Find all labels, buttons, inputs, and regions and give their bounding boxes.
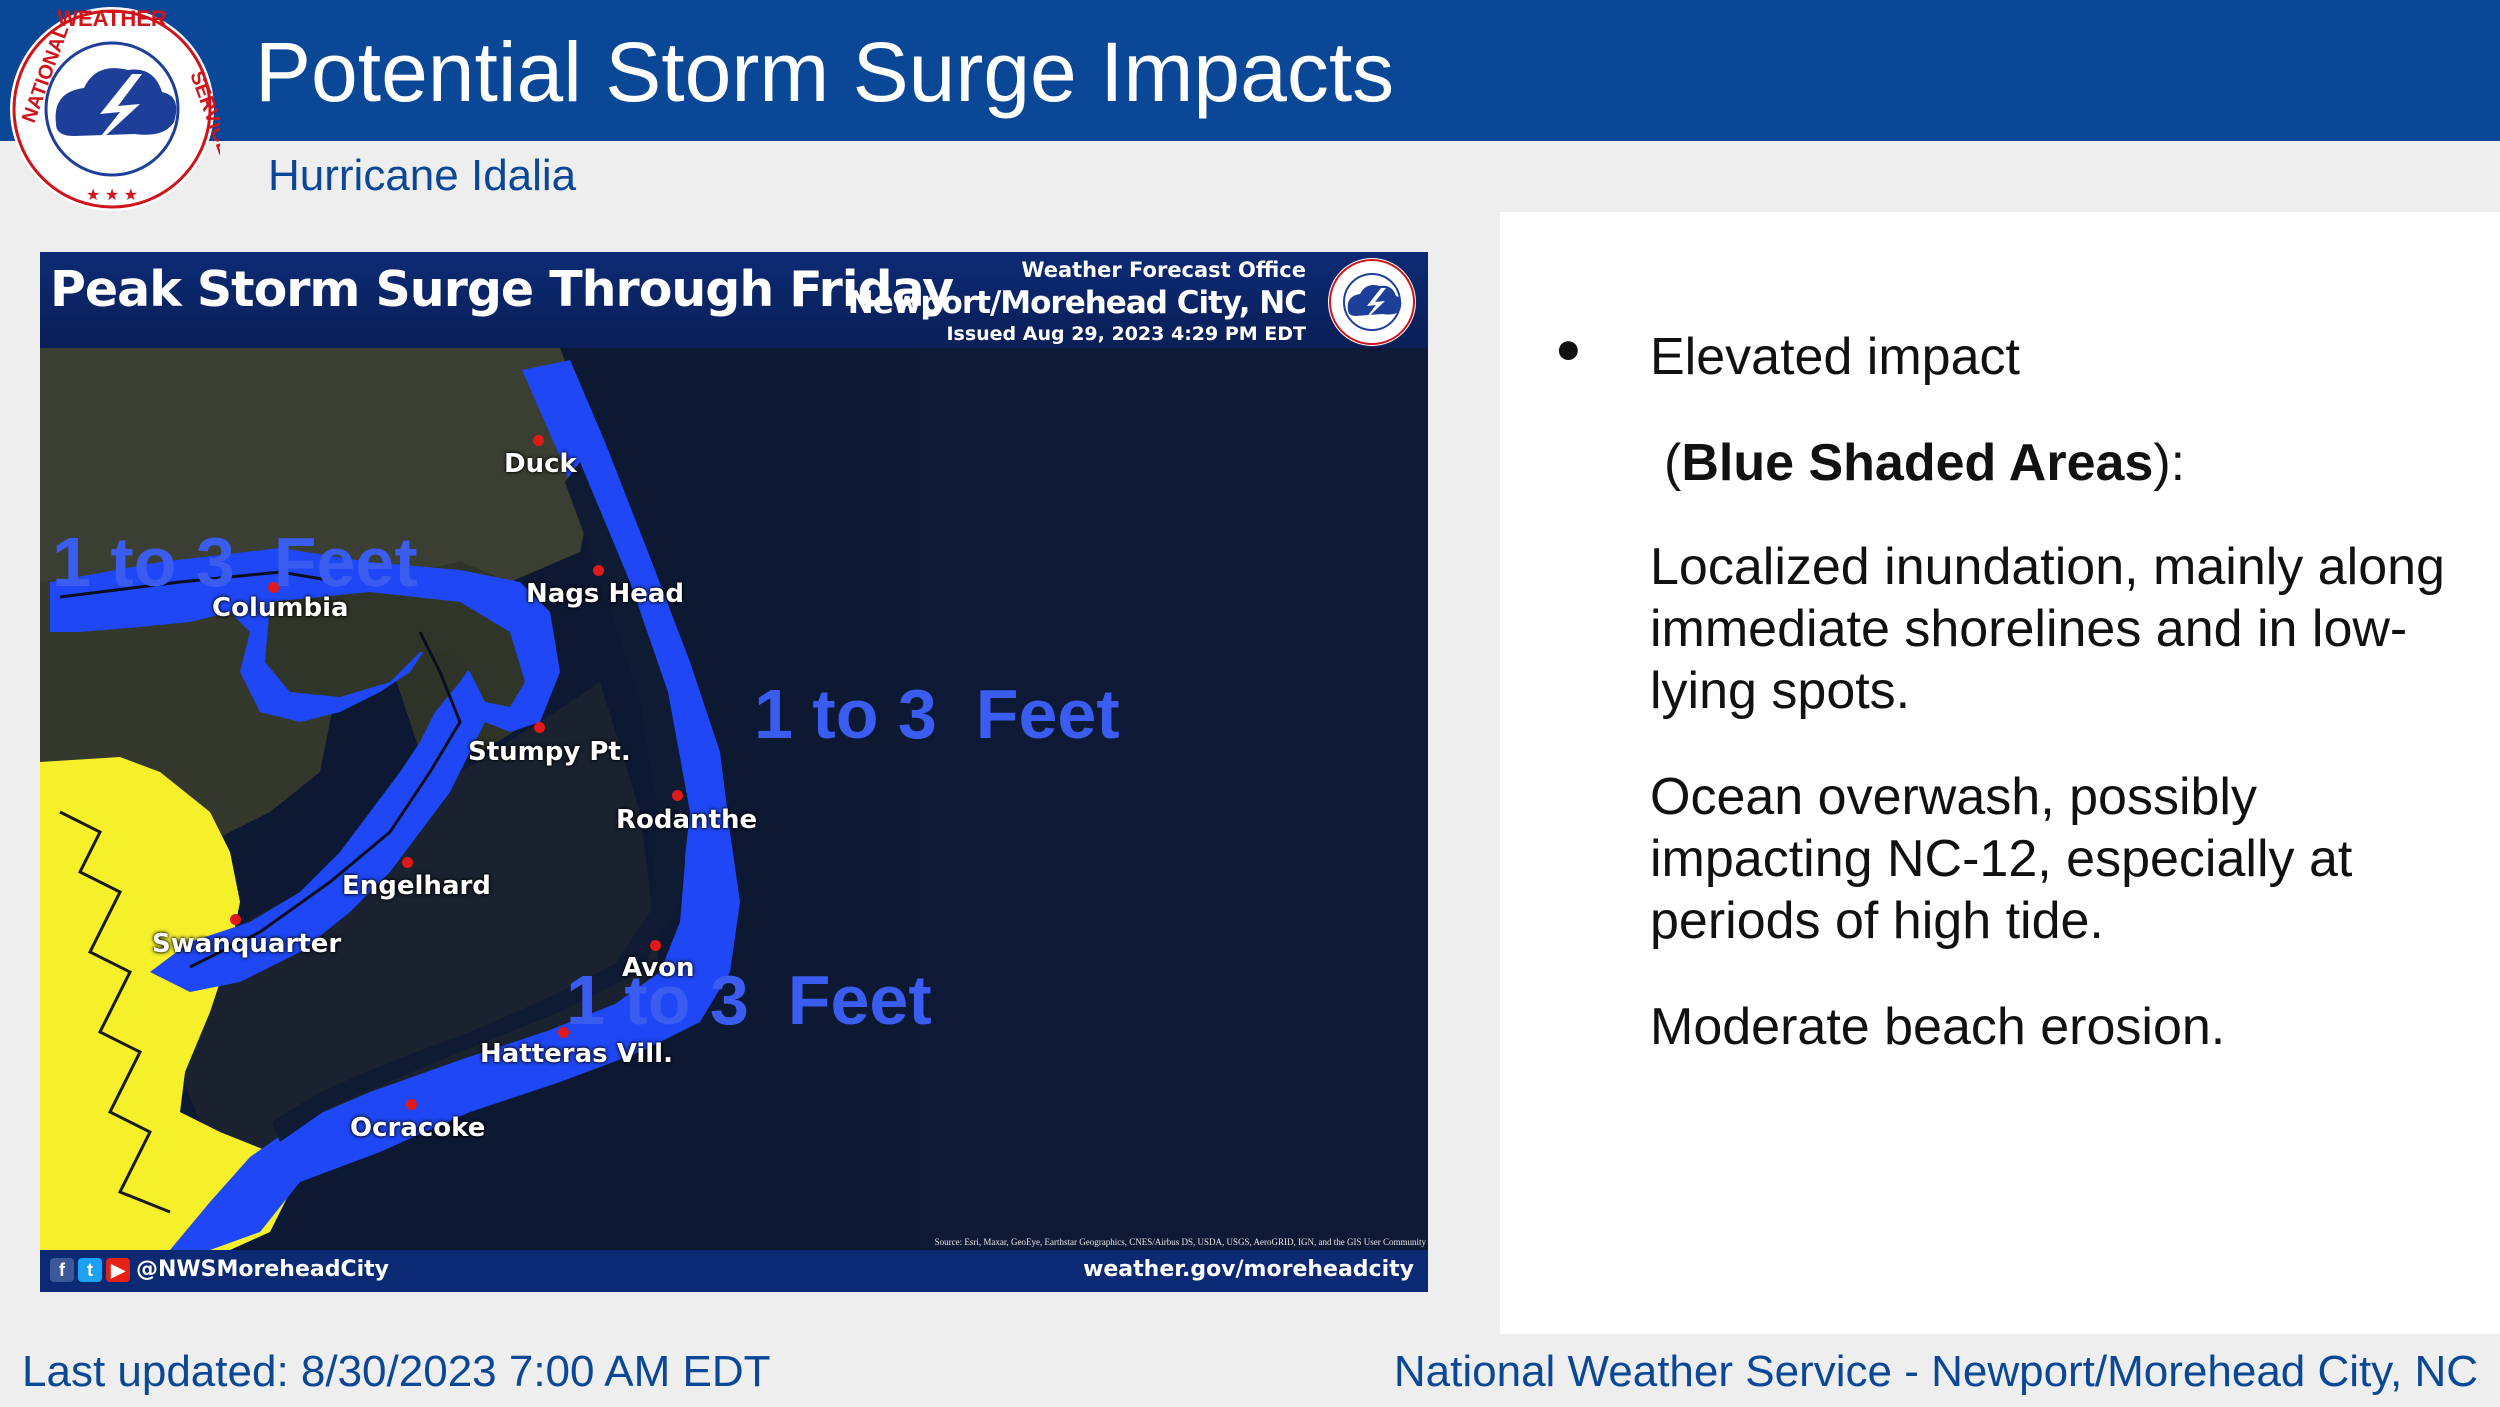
svg-text:WEATHER: WEATHER — [57, 6, 167, 31]
city-dot-nags-head — [593, 565, 604, 576]
city-label-stumpy-pt: Stumpy Pt. — [468, 737, 631, 767]
city-dot-duck — [533, 435, 544, 446]
website-link[interactable]: weather.gov/moreheadcity — [1083, 1257, 1414, 1282]
impact-item-inundation: Localized inundation, mainly along immed… — [1650, 538, 2445, 720]
city-label-duck: Duck — [504, 449, 577, 479]
page-subtitle: Hurricane Idalia — [268, 151, 577, 200]
city-label-hatteras: Hatteras Vill. — [480, 1039, 673, 1069]
city-label-nags-head: Nags Head — [526, 579, 684, 609]
header-bar — [0, 0, 2500, 141]
storm-surge-map: Peak Storm Surge Through Friday Weather … — [40, 252, 1428, 1292]
map-header — [40, 252, 1428, 348]
twitter-icon[interactable]: t — [78, 1258, 102, 1282]
impacts-panel — [1500, 212, 2500, 1334]
surge-label-ocean: 1 to 3 Feet — [754, 675, 1120, 753]
svg-text:★ ★ ★: ★ ★ ★ — [86, 187, 138, 204]
surge-label-sound: 1 to 3 Feet — [52, 523, 418, 601]
map-footer: f t ▶ @NWSMoreheadCity weather.gov/moreh… — [40, 1250, 1428, 1292]
bullet-marker: ● — [1555, 324, 1582, 373]
blue-shaded-areas: Blue Shaded Areas — [1681, 434, 2154, 492]
impact-item-overwash: Ocean overwash, possibly impacting NC-12… — [1650, 768, 2353, 950]
paren-close: ): — [2153, 434, 2186, 492]
youtube-icon[interactable]: ▶ — [106, 1258, 130, 1282]
nws-logo-icon: WEATHER NATIONAL SERVICE ★ ★ ★ — [10, 6, 220, 211]
last-updated: Last updated: 8/30/2023 7:00 AM EDT — [22, 1347, 771, 1396]
city-label-avon: Avon — [622, 953, 695, 983]
wfo-label: Weather Forecast Office — [1021, 258, 1306, 282]
city-label-engelhard: Engelhard — [342, 871, 491, 901]
wfo-block: Weather Forecast Office Newport/Morehead… — [847, 256, 1307, 346]
social-icons: f t ▶ — [50, 1258, 130, 1282]
city-label-swanquarter: Swanquarter — [152, 929, 342, 959]
city-dot-rodanthe — [672, 790, 683, 801]
impact-item-erosion: Moderate beach erosion. — [1650, 998, 2226, 1056]
footer-office: National Weather Service - Newport/Moreh… — [1393, 1347, 2478, 1396]
city-dot-avon — [650, 940, 661, 951]
paren-open: ( — [1664, 434, 1682, 492]
city-dot-hatteras — [558, 1027, 569, 1038]
surge-label-south: 1 to 3 Feet — [566, 961, 932, 1039]
city-label-columbia: Columbia — [212, 593, 349, 623]
city-dot-ocracoke — [406, 1099, 417, 1110]
page-title: Potential Storm Surge Impacts — [255, 25, 1395, 119]
map-title: Peak Storm Surge Through Friday — [50, 261, 954, 318]
city-label-ocracoke: Ocracoke — [350, 1113, 486, 1143]
nws-mini-logo-icon — [1328, 258, 1416, 346]
issued-time: Issued Aug 29, 2023 4:29 PM EDT — [946, 323, 1306, 345]
city-dot-swanquarter — [230, 914, 241, 925]
impact-subheading: (Blue Shaded Areas): — [1664, 432, 2185, 494]
subtitle-bar — [0, 141, 2500, 211]
city-dot-engelhard — [402, 857, 413, 868]
map-source: Source: Esri, Maxar, GeoEye, Earthstar G… — [934, 1237, 1426, 1247]
social-handle[interactable]: @NWSMoreheadCity — [136, 1257, 390, 1282]
facebook-icon[interactable]: f — [50, 1258, 74, 1282]
map-graphic — [40, 348, 1428, 1250]
city-dot-stumpy-pt — [534, 722, 545, 733]
city-dot-columbia — [268, 582, 279, 593]
impact-heading: Elevated impact — [1650, 328, 2020, 386]
wfo-office: Newport/Morehead City, NC — [847, 285, 1307, 321]
city-label-rodanthe: Rodanthe — [616, 805, 758, 835]
